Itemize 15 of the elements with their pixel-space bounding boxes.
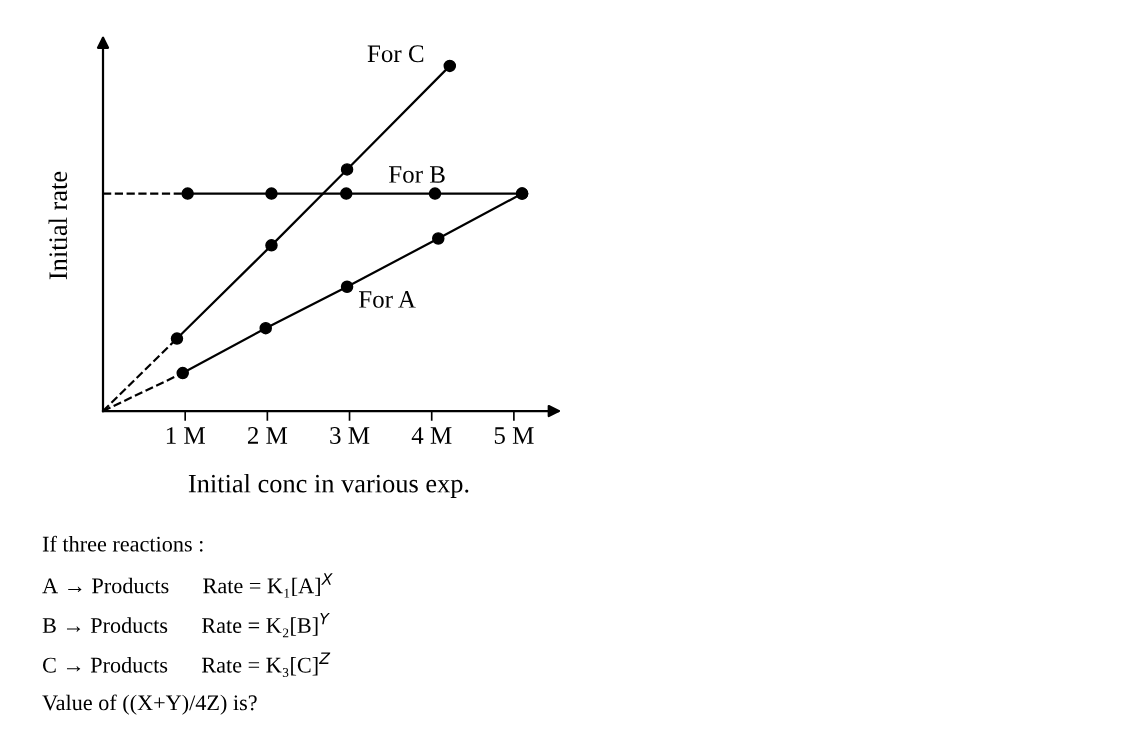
x-axis-title: Initial conc in various exp. — [188, 473, 469, 498]
text: If three reactions : — [42, 535, 203, 552]
x-tick-label: 5 M — [494, 427, 534, 444]
series-label: For A — [358, 291, 416, 308]
x-tick-label: 2 M — [247, 427, 288, 444]
y-axis-title: Initial rate — [48, 171, 68, 280]
text: B → Products Rate = K₂[B]$^{Y}$ — [42, 612, 330, 638]
text: C → Products Rate = K₃[C]$^{Z}$ — [42, 652, 331, 678]
text: Value of ((X+Y)/4Z) is? — [42, 694, 257, 715]
x-tick-label: 4 M — [411, 427, 452, 444]
x-tick-label: 3 M — [330, 427, 370, 444]
x-tick-label: 1 M — [166, 427, 205, 444]
series-label: For C — [367, 45, 424, 63]
series-label: For B — [388, 166, 445, 183]
text: A → Products Rate = K₁[A]$^{X}$ — [42, 573, 333, 598]
